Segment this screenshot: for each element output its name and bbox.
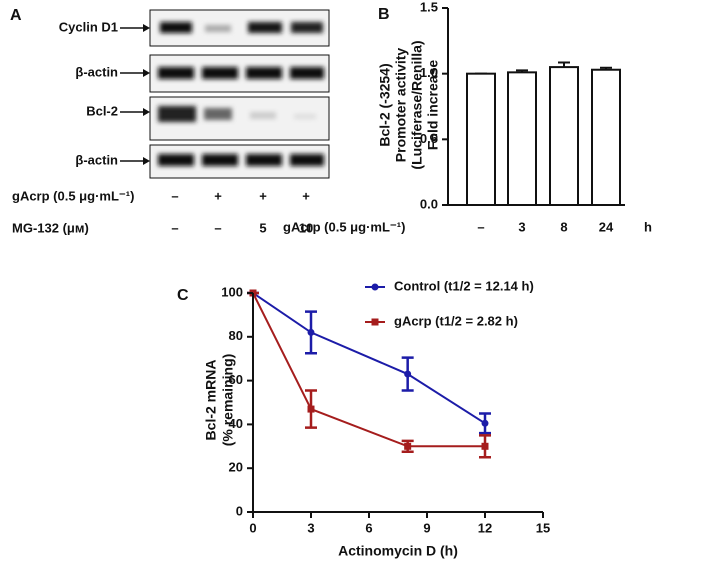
treatment-value: –	[171, 220, 178, 235]
y-tick-label: 1.5	[420, 0, 438, 14]
treatment-label: gAcrp (0.5 μg·mL⁻¹)	[12, 188, 134, 203]
arrowhead	[143, 108, 150, 116]
y-axis-label: Bcl-2 mRNA	[203, 360, 219, 441]
x-axis-label: Actinomycin D (h)	[338, 543, 458, 559]
x-unit: h	[644, 219, 652, 234]
legend-marker	[371, 318, 379, 326]
row-label: Cyclin D1	[59, 19, 118, 34]
series-line	[252, 292, 486, 425]
treatment-value: +	[214, 188, 222, 203]
y-axis-label: Promoter activity	[393, 48, 409, 163]
treatment-value: –	[214, 220, 221, 235]
treatment-value: +	[259, 188, 267, 203]
marker	[481, 419, 489, 427]
y-tick-label: 80	[229, 328, 243, 343]
x-axis-label: gAcrp (0.5 μg·mL⁻¹)	[283, 219, 405, 234]
x-tick-label: 8	[560, 219, 567, 234]
y-axis-label: Fold increase	[425, 60, 441, 150]
panel-label: B	[378, 6, 390, 23]
legend-label: gAcrp (t1/2 = 2.82 h)	[394, 313, 518, 328]
legend-label: Control (t1/2 = 12.14 h)	[394, 278, 534, 293]
bar	[507, 71, 537, 206]
x-tick-label: 12	[478, 520, 492, 535]
bar	[591, 68, 621, 206]
x-tick-label: 24	[599, 219, 614, 234]
y-tick-label: 20	[229, 460, 243, 475]
marker	[404, 370, 412, 378]
bar	[466, 72, 496, 206]
y-tick-label: 0.0	[420, 196, 438, 211]
y-tick-label: 0	[236, 503, 243, 518]
x-tick-label: 15	[536, 520, 550, 535]
series-line	[252, 292, 485, 448]
y-axis-label: (% remaining)	[220, 354, 236, 447]
panel-label: A	[10, 7, 22, 24]
panel-label: C	[177, 287, 189, 304]
arrowhead	[143, 24, 150, 32]
arrowhead	[143, 157, 150, 165]
marker	[307, 405, 315, 413]
treatment-value: 5	[259, 220, 266, 235]
y-tick-label: 40	[229, 416, 243, 431]
legend-marker	[371, 283, 379, 291]
marker	[481, 442, 489, 450]
x-tick-label: 0	[249, 520, 256, 535]
y-axis-label: Bcl-2 (-3254)	[377, 63, 393, 146]
y-tick-label: 0.5	[420, 131, 438, 146]
treatment-value: –	[171, 188, 178, 203]
row-label: β-actin	[75, 64, 118, 79]
bands	[158, 22, 324, 166]
arrowhead	[143, 69, 150, 77]
y-axis-label: (Luciferase/Renilla)	[409, 40, 425, 169]
x-tick-label: 9	[423, 520, 430, 535]
x-tick-label: –	[477, 219, 484, 234]
treatment-label: MG-132 (μм)	[12, 220, 89, 235]
row-label: Bcl-2	[86, 103, 118, 118]
x-tick-label: 6	[365, 520, 372, 535]
treatment-value: 10	[299, 220, 313, 235]
row-label: β-actin	[75, 152, 118, 167]
treatment-value: +	[302, 188, 310, 203]
panel-a: A	[10, 7, 330, 179]
bar	[549, 66, 579, 206]
y-tick-label: 1.0	[420, 65, 438, 80]
marker	[307, 328, 315, 336]
x-tick-label: 3	[307, 520, 314, 535]
x-tick-label: 3	[518, 219, 525, 234]
y-tick-label: 100	[221, 284, 243, 299]
marker	[404, 442, 412, 450]
y-tick-label: 60	[229, 372, 243, 387]
